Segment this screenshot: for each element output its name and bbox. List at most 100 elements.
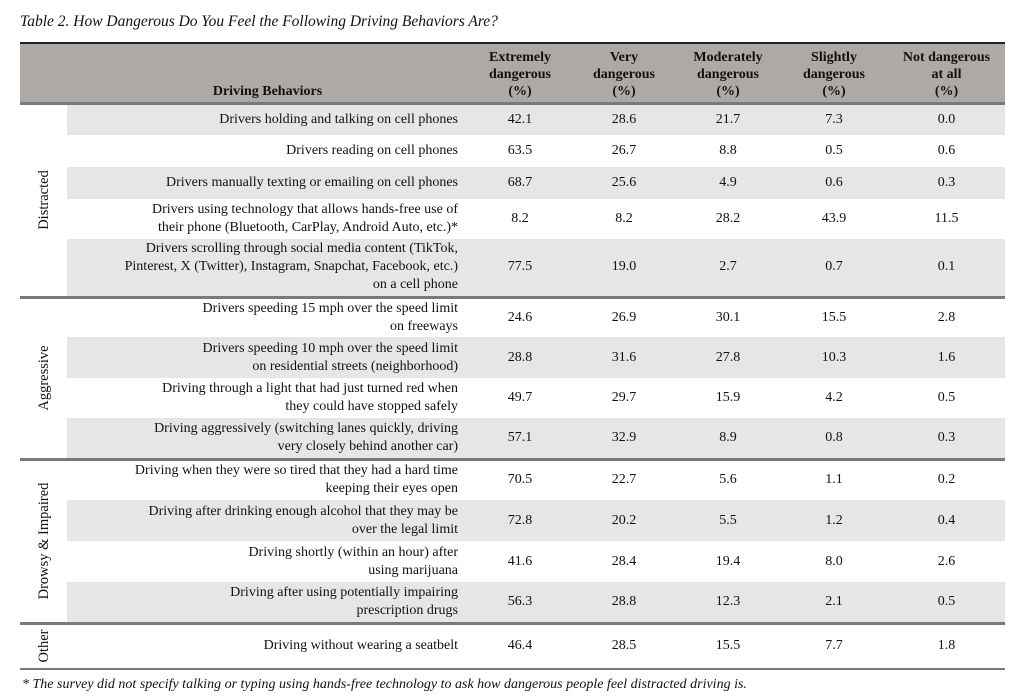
value-cell: 4.9	[676, 167, 780, 199]
column-header: Extremely dangerous (%)	[468, 43, 572, 103]
behavior-line: Drivers manually texting or emailing on …	[166, 175, 458, 190]
value-cell: 28.2	[715, 211, 741, 226]
behavior-cell: Driving when they were so tired that the…	[67, 459, 468, 500]
value-cell: 70.5	[507, 472, 533, 488]
value-cell: 1.1	[825, 472, 843, 488]
value-cell: 72.8	[468, 500, 572, 541]
column-header-line: Very	[609, 49, 639, 65]
value-cell: 28.8	[468, 337, 572, 378]
value-cell: 2.1	[780, 582, 888, 623]
table-row: Driving after drinking enough alcohol th…	[20, 500, 1005, 541]
value-cell: 8.8	[719, 143, 737, 158]
table-row: Drivers scrolling through social media c…	[20, 239, 1005, 297]
table-row: Drivers manually texting or emailing on …	[20, 167, 1005, 199]
value-cell: 28.4	[611, 553, 637, 569]
value-cell: 8.2	[511, 211, 529, 226]
behavior-line: Drivers holding and talking on cell phon…	[219, 111, 458, 127]
value-cell: 77.5	[468, 239, 572, 297]
value-cell: 2.7	[676, 239, 780, 297]
table-row: Distracted Drivers holding and talking on…	[20, 103, 1005, 297]
value-cell: 1.6	[888, 337, 1005, 378]
group-label-cell: Drowsy & Impaired	[20, 459, 67, 623]
value-cell: 68.7	[468, 167, 572, 199]
value-cell: 11.5	[934, 211, 959, 226]
table-row: Drowsy & Impaired Driving when they were …	[20, 459, 1005, 623]
value-cell: 8.9	[676, 418, 780, 459]
behavior-line: they could have stopped safely	[285, 399, 458, 414]
column-header: Not dangerous at all (%)	[888, 43, 1005, 103]
value-cell: 25.6	[572, 167, 676, 199]
column-header-line: dangerous	[697, 66, 759, 82]
group-label-cell: Aggressive	[20, 297, 67, 459]
value-cell: 21.7	[676, 103, 780, 135]
value-cell: 0.8	[780, 418, 888, 459]
behavior-cell: Driving through a light that had just tu…	[67, 378, 468, 418]
column-header-line: Slightly	[811, 49, 857, 65]
value-cell: 5.5	[676, 500, 780, 541]
table-row: Driving after using potentially impairin…	[20, 582, 1005, 623]
behavior-cell: Driving aggressively (switching lanes qu…	[67, 418, 468, 459]
behavior-cell: Drivers holding and talking on cell phon…	[67, 103, 468, 135]
behavior-line: on residential streets (neighborhood)	[252, 358, 458, 374]
value-cell: 19.0	[572, 239, 676, 297]
behavior-line: Drivers reading on cell phones	[286, 143, 458, 158]
value-cell: 24.6	[507, 309, 533, 325]
behavior-cell: Drivers manually texting or emailing on …	[67, 167, 468, 199]
column-header-line: (%)	[716, 83, 740, 99]
group-label: Distracted	[35, 170, 52, 230]
value-cell: 26.9	[611, 309, 637, 325]
value-cell: 0.5	[937, 390, 956, 405]
value-cell: 30.1	[715, 309, 741, 325]
column-header-line: at all	[931, 66, 962, 82]
value-cell: 0.2	[937, 472, 956, 488]
value-cell: 15.5	[821, 309, 847, 325]
value-cell: 5.6	[719, 472, 737, 488]
value-cell: 10.3	[780, 337, 888, 378]
value-cell: 12.3	[676, 582, 780, 623]
driving-behaviors-table: Driving Behaviors Extremely dangerous (%) V…	[20, 42, 1005, 670]
group-header	[20, 43, 67, 103]
behavior-line: Drivers using technology that allows han…	[152, 202, 458, 217]
behavior-line: keeping their eyes open	[325, 481, 458, 497]
value-cell: 0.6	[780, 167, 888, 199]
column-header-line: Not dangerous	[902, 49, 991, 65]
header-row: Driving Behaviors Extremely dangerous (%) V…	[20, 43, 1005, 103]
table-row: Drivers using technology that allows han…	[20, 199, 1005, 239]
table-row: Aggressive Drivers speeding 15 mph over t…	[20, 297, 1005, 459]
value-cell: 7.7	[825, 638, 843, 654]
behavior-cell: Drivers reading on cell phones	[67, 135, 468, 167]
value-cell: 0.1	[888, 239, 1005, 297]
value-cell: 0.0	[888, 103, 1005, 135]
behavior-line: Driving shortly (within an hour) after	[248, 544, 458, 560]
footnote: * The survey did not specify talking or …	[22, 677, 747, 692]
value-cell: 49.7	[507, 390, 533, 405]
value-cell: 57.1	[468, 418, 572, 459]
table-row: Drivers reading on cell phones 63.5 26.7 8.…	[20, 135, 1005, 167]
behavior-line: Driving aggressively (switching lanes qu…	[154, 420, 458, 436]
value-cell: 29.7	[611, 390, 637, 405]
value-cell: 0.3	[888, 418, 1005, 459]
column-header-line: (%)	[934, 83, 959, 99]
behavior-line: Driving without wearing a seatbelt	[263, 638, 458, 654]
column-header-line: (%)	[822, 83, 846, 99]
value-cell: 28.5	[611, 638, 637, 654]
behavior-line: over the legal limit	[351, 521, 458, 537]
column-header-line: dangerous	[489, 66, 551, 82]
column-header-line: dangerous	[803, 66, 865, 82]
value-cell: 41.6	[507, 553, 533, 569]
value-cell: 27.8	[676, 337, 780, 378]
value-cell: 32.9	[572, 418, 676, 459]
column-header-line: (%)	[508, 83, 532, 99]
value-cell: 56.3	[468, 582, 572, 623]
behavior-line: their phone (Bluetooth, CarPlay, Android…	[157, 220, 458, 235]
behavior-line: prescription drugs	[356, 602, 458, 618]
group-label-cell: Other	[20, 623, 67, 669]
behavior-line: using marijuana	[368, 562, 458, 578]
behavior-line: Drivers scrolling through social media c…	[145, 241, 458, 257]
behavior-cell: Drivers speeding 15 mph over the speed l…	[67, 297, 468, 337]
value-cell: 8.2	[615, 211, 633, 226]
value-cell: 0.4	[888, 500, 1005, 541]
behavior-header: Driving Behaviors	[67, 43, 468, 103]
value-cell: 31.6	[572, 337, 676, 378]
behavior-line: Pinterest, X (Twitter), Instagram, Snapc…	[124, 259, 458, 275]
